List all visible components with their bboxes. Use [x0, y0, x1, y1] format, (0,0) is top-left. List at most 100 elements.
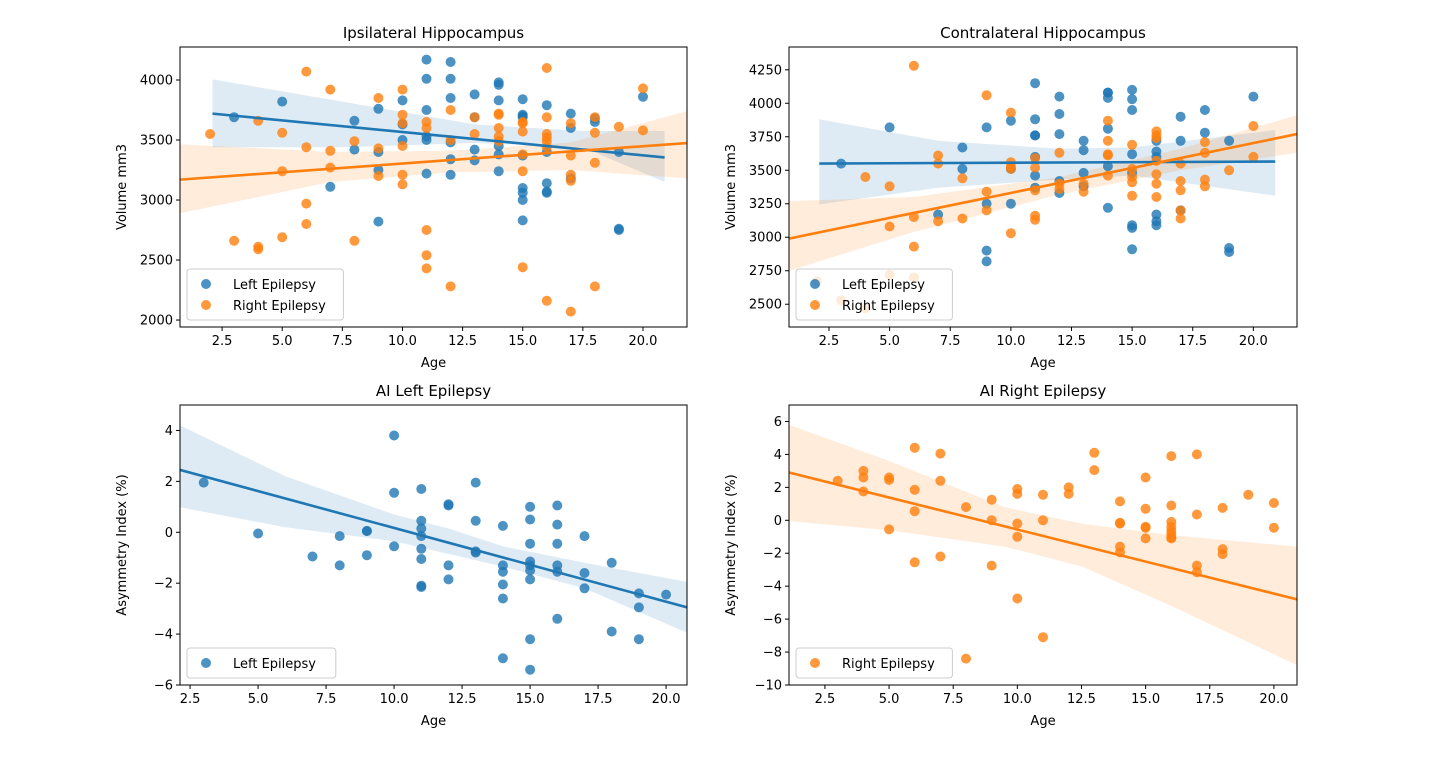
axes-frame: [179, 46, 688, 328]
data-point: [579, 568, 590, 578]
data-point: [517, 166, 528, 177]
data-point: [445, 57, 456, 67]
x-axis-label: Age: [421, 356, 446, 371]
data-point: [334, 560, 345, 571]
data-point: [541, 187, 552, 198]
data-point: [613, 121, 624, 132]
axes-frame: [788, 46, 1298, 328]
data-point: [1140, 522, 1151, 533]
plot-area: [180, 54, 687, 317]
data-point: [493, 95, 504, 106]
legend-box: [186, 268, 344, 321]
data-point: [1224, 247, 1235, 257]
data-point: [1248, 91, 1259, 102]
data-point: [633, 602, 644, 613]
data-point: [301, 66, 312, 77]
data-point: [416, 523, 427, 534]
data-point: [1115, 518, 1125, 529]
data-point: [606, 557, 617, 568]
data-point: [397, 169, 408, 180]
data-point: [638, 83, 648, 94]
legend-marker: [201, 658, 211, 668]
data-point: [517, 94, 528, 105]
y-tick-label: −10: [755, 679, 782, 694]
data-point: [277, 96, 288, 107]
data-point: [935, 448, 946, 459]
data-point: [884, 122, 895, 133]
data-point: [1243, 489, 1254, 500]
data-point: [565, 306, 576, 317]
data-point: [1078, 186, 1089, 197]
data-point: [981, 256, 992, 267]
data-point: [1089, 465, 1100, 476]
data-point: [301, 198, 312, 209]
data-point: [421, 135, 432, 145]
data-point: [397, 179, 408, 190]
data-point: [1175, 135, 1186, 146]
x-tick-label: 10.0: [380, 692, 409, 707]
x-tick-label: 2.5: [180, 692, 201, 707]
data-point: [416, 554, 427, 564]
data-point: [933, 216, 944, 227]
data-point: [445, 73, 456, 84]
legend-label: Left Epilepsy: [233, 278, 316, 293]
data-point: [1127, 94, 1138, 105]
data-point: [493, 79, 504, 90]
data-point: [1038, 632, 1048, 643]
data-point: [1175, 185, 1186, 196]
data-point: [589, 112, 600, 123]
data-point: [1030, 214, 1041, 225]
y-tick-label: 3750: [749, 130, 782, 145]
data-point: [1166, 533, 1177, 544]
x-tick-label: 15.0: [1118, 334, 1147, 349]
x-tick-label: 2.5: [819, 334, 840, 349]
data-point: [334, 531, 345, 542]
data-point: [1248, 151, 1259, 162]
data-point: [361, 550, 372, 561]
data-point: [589, 157, 600, 168]
data-point: [541, 112, 552, 123]
data-point: [1248, 121, 1259, 131]
data-point: [957, 213, 968, 224]
plot-area: [789, 424, 1297, 666]
data-point: [565, 175, 576, 186]
x-tick-label: 17.5: [1195, 692, 1224, 707]
data-point: [981, 205, 992, 216]
data-point: [525, 634, 536, 645]
data-point: [858, 472, 869, 483]
data-point: [517, 215, 528, 226]
data-point: [416, 515, 427, 526]
y-tick-label: −6: [154, 679, 173, 694]
data-point: [1127, 149, 1138, 160]
data-point: [525, 501, 536, 512]
y-tick-label: 4: [774, 448, 782, 463]
data-point: [349, 136, 360, 147]
data-point: [1005, 107, 1016, 118]
data-point: [1224, 135, 1235, 146]
data-point: [613, 225, 624, 235]
x-tick-label: 17.5: [568, 334, 597, 349]
y-tick-label: 2000: [140, 314, 173, 329]
legend-label: Right Epilepsy: [842, 657, 935, 672]
panel-title: AI Left Epilepsy: [376, 382, 491, 400]
x-axis-label: Age: [1030, 356, 1055, 371]
data-point: [253, 244, 264, 255]
data-point: [981, 245, 992, 256]
regression-line-2: [789, 132, 1297, 240]
data-point: [1140, 533, 1151, 544]
data-point: [1005, 198, 1016, 209]
data-point: [935, 475, 946, 486]
data-point: [373, 143, 384, 154]
data-point: [443, 560, 454, 571]
data-point: [1012, 488, 1023, 499]
data-point: [525, 574, 536, 585]
x-tick-label: 7.5: [943, 692, 964, 707]
data-point: [307, 551, 318, 562]
data-point: [1140, 503, 1151, 514]
data-point: [552, 500, 563, 511]
y-tick-label: 2: [165, 475, 173, 490]
data-point: [493, 123, 504, 133]
data-point: [397, 84, 408, 95]
data-point: [517, 118, 528, 129]
data-point: [661, 589, 672, 600]
